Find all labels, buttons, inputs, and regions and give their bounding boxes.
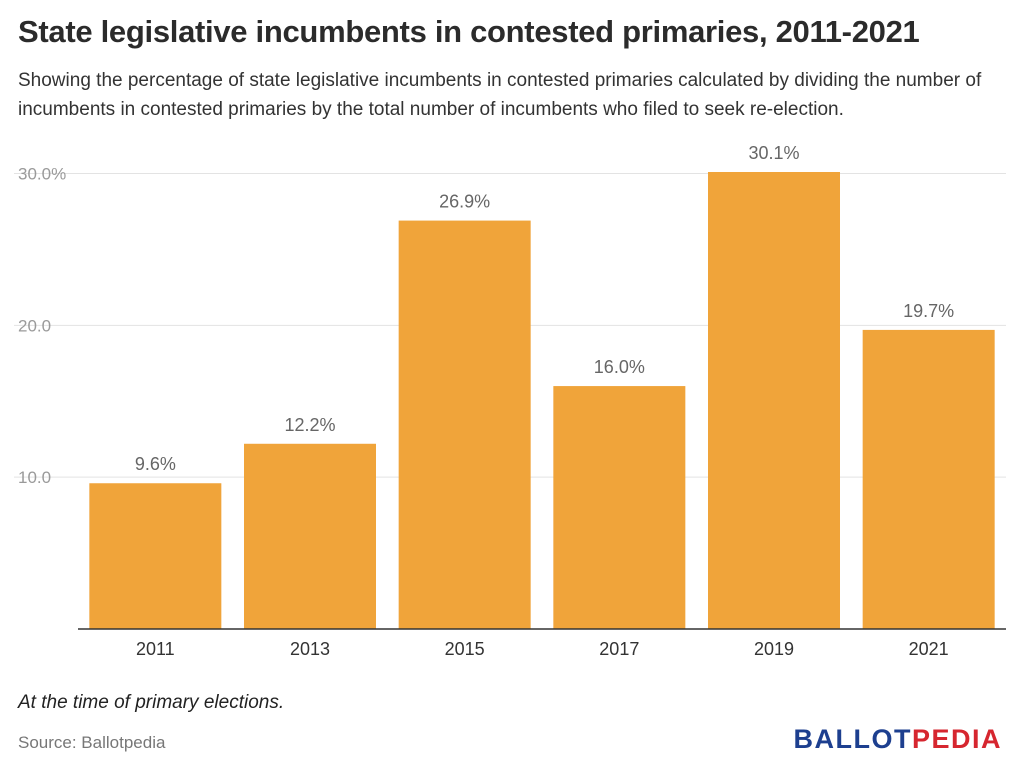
bar	[398, 220, 531, 629]
chart-note: At the time of primary elections.	[18, 692, 285, 713]
data-label: 19.7%	[903, 301, 954, 321]
x-tick-label: 2011	[136, 639, 175, 659]
x-tick-label: 2019	[754, 639, 794, 659]
y-tick-label: 30.0%	[18, 165, 66, 184]
y-tick-label: 20.0	[18, 316, 51, 335]
data-label: 12.2%	[284, 415, 335, 435]
bar	[553, 386, 686, 629]
bar	[89, 483, 222, 629]
bar	[708, 172, 840, 629]
source-credit: Source: Ballotpedia	[18, 733, 166, 752]
x-tick-label: 2021	[909, 639, 949, 659]
chart-subtitle: Showing the percentage of state legislat…	[18, 70, 982, 120]
bar	[244, 443, 376, 629]
logo-part-ballot: BALLOT	[793, 724, 912, 754]
bar	[862, 329, 995, 629]
x-tick-label: 2017	[599, 639, 639, 659]
data-label: 30.1%	[748, 143, 799, 163]
y-tick-label: 10.0	[18, 468, 51, 487]
data-label: 16.0%	[594, 357, 645, 377]
logo-part-pedia: PEDIA	[911, 724, 1002, 754]
bar-chart: 10.0 20.0 30.0% 9.6% 2011 12.2% 2013 26.9% 2015 1…	[14, 143, 1006, 659]
ballotpedia-logo: BALLOTPEDIA	[793, 724, 1002, 755]
x-tick-label: 2013	[290, 639, 330, 659]
data-label: 26.9%	[439, 192, 490, 212]
data-label: 9.6%	[135, 454, 176, 474]
chart-title: State legislative incumbents in conteste…	[18, 14, 920, 49]
x-tick-label: 2015	[445, 639, 485, 659]
